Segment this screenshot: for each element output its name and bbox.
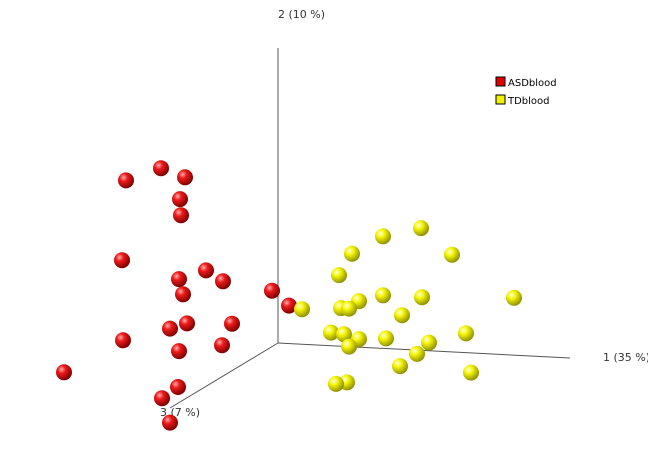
point-asdblood-13 bbox=[224, 315, 240, 332]
axis-2-label: 2 (10 %) bbox=[278, 8, 325, 21]
point-asdblood-8 bbox=[215, 273, 231, 290]
point-tdblood-2 bbox=[444, 246, 460, 263]
point-asdblood-17 bbox=[171, 343, 187, 360]
point-asdblood-10 bbox=[264, 282, 280, 299]
point-tdblood-1 bbox=[413, 220, 429, 237]
point-tdblood-13 bbox=[458, 325, 474, 342]
point-asdblood-2 bbox=[177, 169, 193, 186]
point-tdblood-15 bbox=[336, 326, 352, 343]
axis-3-line bbox=[169, 342, 279, 409]
data-points bbox=[56, 160, 522, 431]
point-asdblood-16 bbox=[214, 337, 230, 354]
point-tdblood-0 bbox=[375, 228, 391, 245]
point-tdblood-22 bbox=[463, 364, 479, 381]
point-tdblood-20 bbox=[409, 345, 425, 362]
point-asdblood-1 bbox=[153, 160, 169, 177]
point-asdblood-12 bbox=[115, 332, 131, 349]
point-asdblood-5 bbox=[114, 252, 130, 269]
point-asdblood-21 bbox=[162, 414, 178, 431]
point-asdblood-19 bbox=[170, 379, 186, 395]
point-asdblood-7 bbox=[198, 262, 214, 279]
point-tdblood-14 bbox=[323, 324, 339, 341]
legend-label-asdblood: ASDblood bbox=[508, 78, 557, 89]
point-tdblood-6 bbox=[375, 287, 391, 304]
point-tdblood-21 bbox=[392, 358, 408, 375]
point-asdblood-20 bbox=[154, 390, 170, 407]
point-asdblood-18 bbox=[56, 364, 72, 381]
point-asdblood-14 bbox=[179, 315, 195, 332]
point-asdblood-9 bbox=[175, 286, 191, 303]
point-asdblood-0 bbox=[118, 172, 134, 189]
point-tdblood-12 bbox=[294, 301, 310, 318]
point-tdblood-19 bbox=[421, 334, 437, 351]
point-tdblood-7 bbox=[414, 289, 430, 306]
point-tdblood-10 bbox=[341, 300, 357, 317]
legend: ASDblood TDblood bbox=[495, 76, 557, 107]
point-tdblood-11 bbox=[394, 307, 410, 324]
point-tdblood-24 bbox=[328, 375, 344, 392]
point-asdblood-11 bbox=[281, 297, 297, 314]
legend-label-tdblood: TDblood bbox=[507, 96, 550, 107]
legend-swatch-tdblood bbox=[495, 94, 506, 105]
point-tdblood-3 bbox=[344, 245, 360, 262]
point-asdblood-15 bbox=[162, 320, 178, 337]
point-tdblood-17 bbox=[378, 330, 394, 347]
point-tdblood-4 bbox=[331, 267, 347, 284]
point-asdblood-4 bbox=[173, 207, 189, 224]
point-asdblood-6 bbox=[171, 271, 187, 288]
point-asdblood-3 bbox=[172, 191, 188, 208]
legend-swatch-asdblood bbox=[495, 76, 506, 87]
axis-1-label: 1 (35 %) bbox=[603, 351, 648, 364]
point-tdblood-18 bbox=[341, 338, 357, 355]
point-tdblood-5 bbox=[506, 289, 522, 306]
